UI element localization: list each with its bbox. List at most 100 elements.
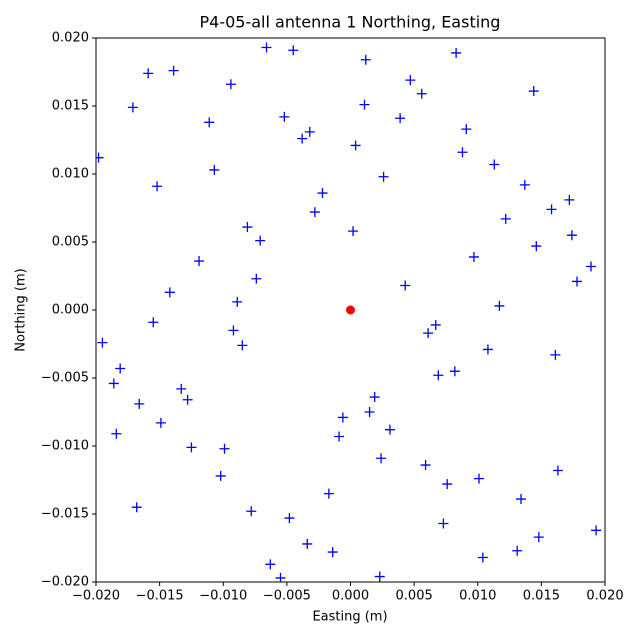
- point: [108, 378, 119, 389]
- point: [115, 363, 126, 374]
- point: [143, 68, 154, 79]
- point: [327, 547, 338, 558]
- x-tick-label: 0.015: [523, 589, 560, 604]
- plot-area: [96, 42, 602, 582]
- point: [528, 86, 539, 97]
- y-tick-label: −0.015: [41, 507, 89, 522]
- point: [265, 559, 276, 570]
- point: [251, 273, 262, 284]
- point: [127, 102, 138, 113]
- point: [586, 261, 597, 272]
- point: [209, 164, 220, 175]
- point: [148, 317, 159, 328]
- point: [451, 47, 462, 58]
- point: [531, 241, 542, 252]
- point: [215, 470, 226, 481]
- point: [461, 124, 472, 135]
- point: [400, 280, 411, 291]
- y-tick-label: 0.015: [52, 99, 89, 114]
- point: [309, 207, 320, 218]
- point: [131, 502, 142, 513]
- point: [164, 287, 175, 298]
- point: [232, 296, 243, 307]
- point: [420, 460, 431, 471]
- point: [288, 45, 299, 56]
- point: [348, 226, 359, 237]
- point: [242, 222, 253, 233]
- point: [97, 337, 108, 348]
- point: [279, 111, 290, 122]
- point: [519, 179, 530, 190]
- point: [591, 525, 602, 536]
- point: [317, 188, 328, 199]
- point: [384, 424, 395, 435]
- point: [516, 494, 527, 505]
- point: [533, 532, 544, 543]
- point: [168, 65, 179, 76]
- point: [482, 344, 493, 355]
- x-tick-label: 0.020: [586, 589, 623, 604]
- point: [261, 42, 272, 53]
- point: [134, 398, 145, 409]
- x-tick-label: 0.005: [396, 589, 433, 604]
- point: [378, 171, 389, 182]
- point: [374, 571, 385, 582]
- point: [255, 235, 266, 246]
- point: [237, 340, 248, 351]
- point: [369, 392, 380, 403]
- point: [430, 319, 441, 330]
- point: [405, 75, 416, 86]
- point: [376, 453, 387, 464]
- point: [572, 276, 583, 287]
- y-tick-label: −0.010: [41, 439, 89, 454]
- point: [304, 126, 315, 137]
- point: [395, 113, 406, 124]
- point: [186, 442, 197, 453]
- point: [219, 443, 230, 454]
- x-tick-label: −0.005: [263, 589, 311, 604]
- point: [204, 117, 215, 128]
- x-tick-label: −0.010: [199, 589, 247, 604]
- point: [477, 552, 488, 563]
- point: [297, 133, 308, 144]
- point: [155, 417, 166, 428]
- point: [225, 79, 236, 90]
- x-tick-label: 0.000: [332, 589, 369, 604]
- point: [564, 194, 575, 205]
- point: [111, 428, 122, 439]
- point: [546, 204, 557, 215]
- x-tick-label: 0.010: [459, 589, 496, 604]
- point: [96, 152, 104, 163]
- point: [552, 465, 563, 476]
- y-tick-label: −0.005: [41, 371, 89, 386]
- point: [500, 213, 511, 224]
- y-tick-label: 0.020: [52, 31, 89, 46]
- y-axis-label: Northing (m): [14, 268, 29, 351]
- point: [228, 325, 239, 336]
- point: [334, 431, 345, 442]
- point: [360, 54, 371, 65]
- point: [423, 328, 434, 339]
- point: [438, 518, 449, 529]
- y-tick-label: 0.005: [52, 235, 89, 250]
- point: [275, 572, 286, 582]
- point: [512, 545, 523, 556]
- point: [566, 230, 577, 241]
- point: [182, 394, 193, 405]
- point: [457, 147, 468, 158]
- point: [364, 407, 375, 417]
- point: [246, 506, 257, 517]
- point: [494, 300, 505, 311]
- y-tick-label: 0.000: [52, 303, 89, 318]
- chart-title: P4-05-all antenna 1 Northing, Easting: [200, 13, 501, 32]
- point: [176, 383, 187, 394]
- y-tick-label: 0.010: [52, 167, 89, 182]
- point: [284, 513, 295, 524]
- x-tick-label: −0.020: [72, 589, 120, 604]
- point: [350, 140, 361, 151]
- point: [442, 479, 453, 490]
- point: [152, 181, 163, 192]
- y-tick-label: −0.020: [41, 575, 89, 590]
- point: [433, 370, 444, 381]
